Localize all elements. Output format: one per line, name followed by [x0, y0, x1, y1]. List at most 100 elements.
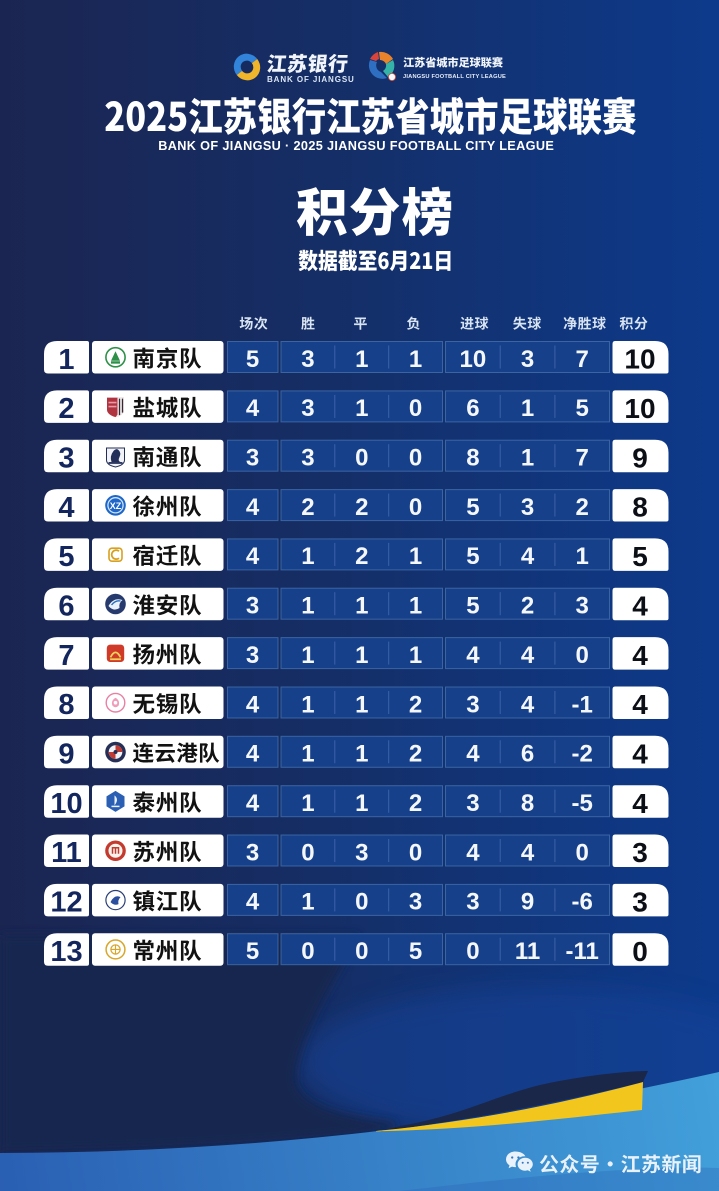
svg-text:4: 4	[246, 889, 260, 916]
svg-text:4: 4	[246, 691, 260, 718]
svg-text:1: 1	[355, 346, 368, 373]
svg-text:-11: -11	[566, 938, 599, 965]
svg-text:4: 4	[632, 640, 648, 671]
svg-text:4: 4	[246, 790, 260, 817]
svg-text:4: 4	[246, 543, 260, 570]
svg-text:4: 4	[466, 839, 480, 866]
svg-text:-2: -2	[572, 741, 593, 768]
svg-text:0: 0	[409, 395, 422, 422]
svg-text:4: 4	[521, 543, 535, 570]
svg-text:10: 10	[624, 344, 655, 375]
svg-text:1: 1	[301, 889, 314, 916]
svg-text:11: 11	[51, 837, 82, 869]
svg-text:7: 7	[576, 445, 589, 472]
svg-text:3: 3	[246, 445, 259, 472]
svg-text:1: 1	[301, 790, 314, 817]
svg-text:7: 7	[58, 640, 74, 672]
svg-text:1: 1	[355, 593, 368, 620]
svg-text:5: 5	[246, 346, 259, 373]
svg-text:1: 1	[409, 346, 422, 373]
svg-text:3: 3	[632, 837, 648, 868]
svg-text:1: 1	[355, 642, 368, 669]
svg-text:1: 1	[58, 344, 74, 376]
svg-text:0: 0	[409, 494, 422, 521]
svg-text:2: 2	[409, 790, 422, 817]
svg-text:3: 3	[521, 346, 534, 373]
svg-text:1: 1	[409, 593, 422, 620]
svg-text:1: 1	[355, 790, 368, 817]
svg-text:3: 3	[355, 839, 368, 866]
svg-text:4: 4	[521, 642, 535, 669]
svg-text:2: 2	[355, 543, 368, 570]
svg-text:13: 13	[50, 936, 82, 968]
svg-text:4: 4	[632, 590, 648, 621]
svg-text:3: 3	[466, 889, 479, 916]
svg-text:4: 4	[632, 738, 648, 769]
svg-text:BANK OF JIANGSU: BANK OF JIANGSU	[267, 75, 355, 84]
svg-text:-1: -1	[572, 691, 593, 718]
svg-text:5: 5	[58, 541, 74, 573]
svg-text:1: 1	[355, 395, 368, 422]
svg-text:4: 4	[466, 642, 480, 669]
svg-text:0: 0	[301, 938, 314, 965]
svg-text:4: 4	[521, 691, 535, 718]
svg-text:2: 2	[576, 494, 589, 521]
svg-text:1: 1	[409, 642, 422, 669]
svg-text:0: 0	[576, 642, 589, 669]
svg-text:8: 8	[632, 492, 648, 523]
svg-text:BANK OF JIANGSU · 2025 JIANGSU: BANK OF JIANGSU · 2025 JIANGSU FOOTBALL …	[158, 139, 554, 153]
svg-text:1: 1	[301, 593, 314, 620]
svg-text:6: 6	[58, 591, 74, 623]
svg-text:2: 2	[58, 393, 74, 425]
svg-text:0: 0	[355, 445, 368, 472]
svg-text:-6: -6	[572, 889, 593, 916]
svg-text:4: 4	[632, 689, 648, 720]
svg-text:4: 4	[246, 741, 260, 768]
svg-text:1: 1	[301, 642, 314, 669]
svg-text:9: 9	[58, 739, 74, 771]
svg-text:6: 6	[521, 741, 534, 768]
svg-text:8: 8	[521, 790, 534, 817]
svg-text:3: 3	[576, 593, 589, 620]
svg-text:3: 3	[58, 442, 74, 474]
svg-text:5: 5	[632, 541, 648, 572]
svg-text:1: 1	[301, 691, 314, 718]
svg-text:3: 3	[301, 395, 314, 422]
svg-text:XZ: XZ	[110, 501, 122, 511]
svg-text:3: 3	[632, 887, 648, 918]
svg-text:10: 10	[624, 393, 655, 424]
svg-text:0: 0	[576, 839, 589, 866]
svg-text:5: 5	[466, 543, 479, 570]
svg-text:2: 2	[355, 494, 368, 521]
svg-text:10: 10	[50, 788, 82, 820]
svg-text:0: 0	[632, 936, 648, 967]
svg-text:2: 2	[521, 593, 534, 620]
svg-text:1: 1	[521, 395, 534, 422]
svg-text:1: 1	[355, 741, 368, 768]
svg-text:5: 5	[409, 938, 422, 965]
svg-text:11: 11	[515, 938, 540, 965]
svg-text:8: 8	[58, 689, 74, 721]
svg-text:10: 10	[460, 346, 487, 373]
svg-text:2: 2	[409, 691, 422, 718]
svg-text:7: 7	[576, 346, 589, 373]
svg-text:1: 1	[301, 543, 314, 570]
svg-text:JIANGSU FOOTBALL CITY LEAGUE: JIANGSU FOOTBALL CITY LEAGUE	[403, 74, 506, 80]
svg-text:1: 1	[355, 691, 368, 718]
svg-text:4: 4	[632, 788, 648, 819]
svg-text:6: 6	[466, 395, 479, 422]
svg-text:1: 1	[301, 741, 314, 768]
svg-text:8: 8	[466, 445, 479, 472]
svg-text:5: 5	[246, 938, 259, 965]
svg-text:4: 4	[521, 839, 535, 866]
svg-text:3: 3	[246, 642, 259, 669]
svg-text:4: 4	[246, 494, 260, 521]
svg-text:3: 3	[466, 790, 479, 817]
svg-text:4: 4	[246, 395, 260, 422]
svg-text:0: 0	[355, 889, 368, 916]
svg-text:3: 3	[301, 445, 314, 472]
svg-text:5: 5	[466, 494, 479, 521]
svg-text:-5: -5	[572, 790, 593, 817]
svg-text:3: 3	[521, 494, 534, 521]
svg-text:4: 4	[466, 741, 480, 768]
